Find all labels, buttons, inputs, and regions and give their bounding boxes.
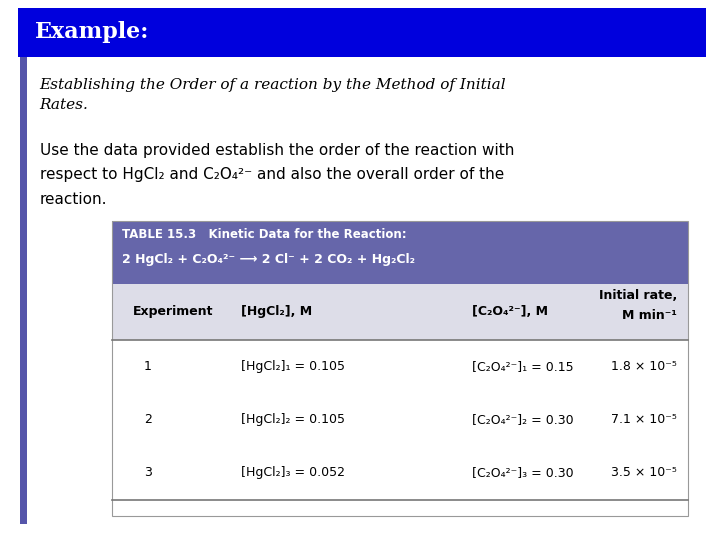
FancyBboxPatch shape <box>18 8 706 57</box>
FancyBboxPatch shape <box>112 221 688 284</box>
Text: 3: 3 <box>144 467 152 480</box>
FancyBboxPatch shape <box>20 57 27 524</box>
FancyBboxPatch shape <box>112 340 688 516</box>
Text: [HgCl₂]₁ = 0.105: [HgCl₂]₁ = 0.105 <box>241 360 345 373</box>
Text: TABLE 15.3   Kinetic Data for the Reaction:: TABLE 15.3 Kinetic Data for the Reaction… <box>122 228 407 241</box>
Text: Use the data provided establish the order of the reaction with: Use the data provided establish the orde… <box>40 143 514 158</box>
Text: Initial rate,: Initial rate, <box>598 289 677 302</box>
Text: 7.1 × 10⁻⁵: 7.1 × 10⁻⁵ <box>611 413 677 427</box>
Text: [C₂O₄²⁻], M: [C₂O₄²⁻], M <box>472 305 548 319</box>
Text: Experiment: Experiment <box>133 305 214 319</box>
Text: Establishing the Order of a reaction by the Method of Initial
Rates.: Establishing the Order of a reaction by … <box>40 78 506 112</box>
FancyBboxPatch shape <box>112 284 688 340</box>
Text: M min⁻¹: M min⁻¹ <box>622 309 677 322</box>
Text: 1: 1 <box>144 360 152 373</box>
Text: reaction.: reaction. <box>40 192 107 207</box>
Text: respect to HgCl₂ and C₂O₄²⁻ and also the overall order of the: respect to HgCl₂ and C₂O₄²⁻ and also the… <box>40 167 504 183</box>
Text: 2 HgCl₂ + C₂O₄²⁻ ⟶ 2 Cl⁻ + 2 CO₂ + Hg₂Cl₂: 2 HgCl₂ + C₂O₄²⁻ ⟶ 2 Cl⁻ + 2 CO₂ + Hg₂Cl… <box>122 253 415 266</box>
Text: [C₂O₄²⁻]₁ = 0.15: [C₂O₄²⁻]₁ = 0.15 <box>472 360 573 373</box>
Text: [HgCl₂]₃ = 0.052: [HgCl₂]₃ = 0.052 <box>241 467 345 480</box>
Text: 2: 2 <box>144 413 152 427</box>
Text: 3.5 × 10⁻⁵: 3.5 × 10⁻⁵ <box>611 467 677 480</box>
Text: [C₂O₄²⁻]₃ = 0.30: [C₂O₄²⁻]₃ = 0.30 <box>472 467 573 480</box>
Text: Example:: Example: <box>35 22 149 43</box>
Text: [C₂O₄²⁻]₂ = 0.30: [C₂O₄²⁻]₂ = 0.30 <box>472 413 573 427</box>
Text: [HgCl₂]₂ = 0.105: [HgCl₂]₂ = 0.105 <box>241 413 345 427</box>
Text: 1.8 × 10⁻⁵: 1.8 × 10⁻⁵ <box>611 360 677 373</box>
Text: [HgCl₂], M: [HgCl₂], M <box>241 305 312 319</box>
